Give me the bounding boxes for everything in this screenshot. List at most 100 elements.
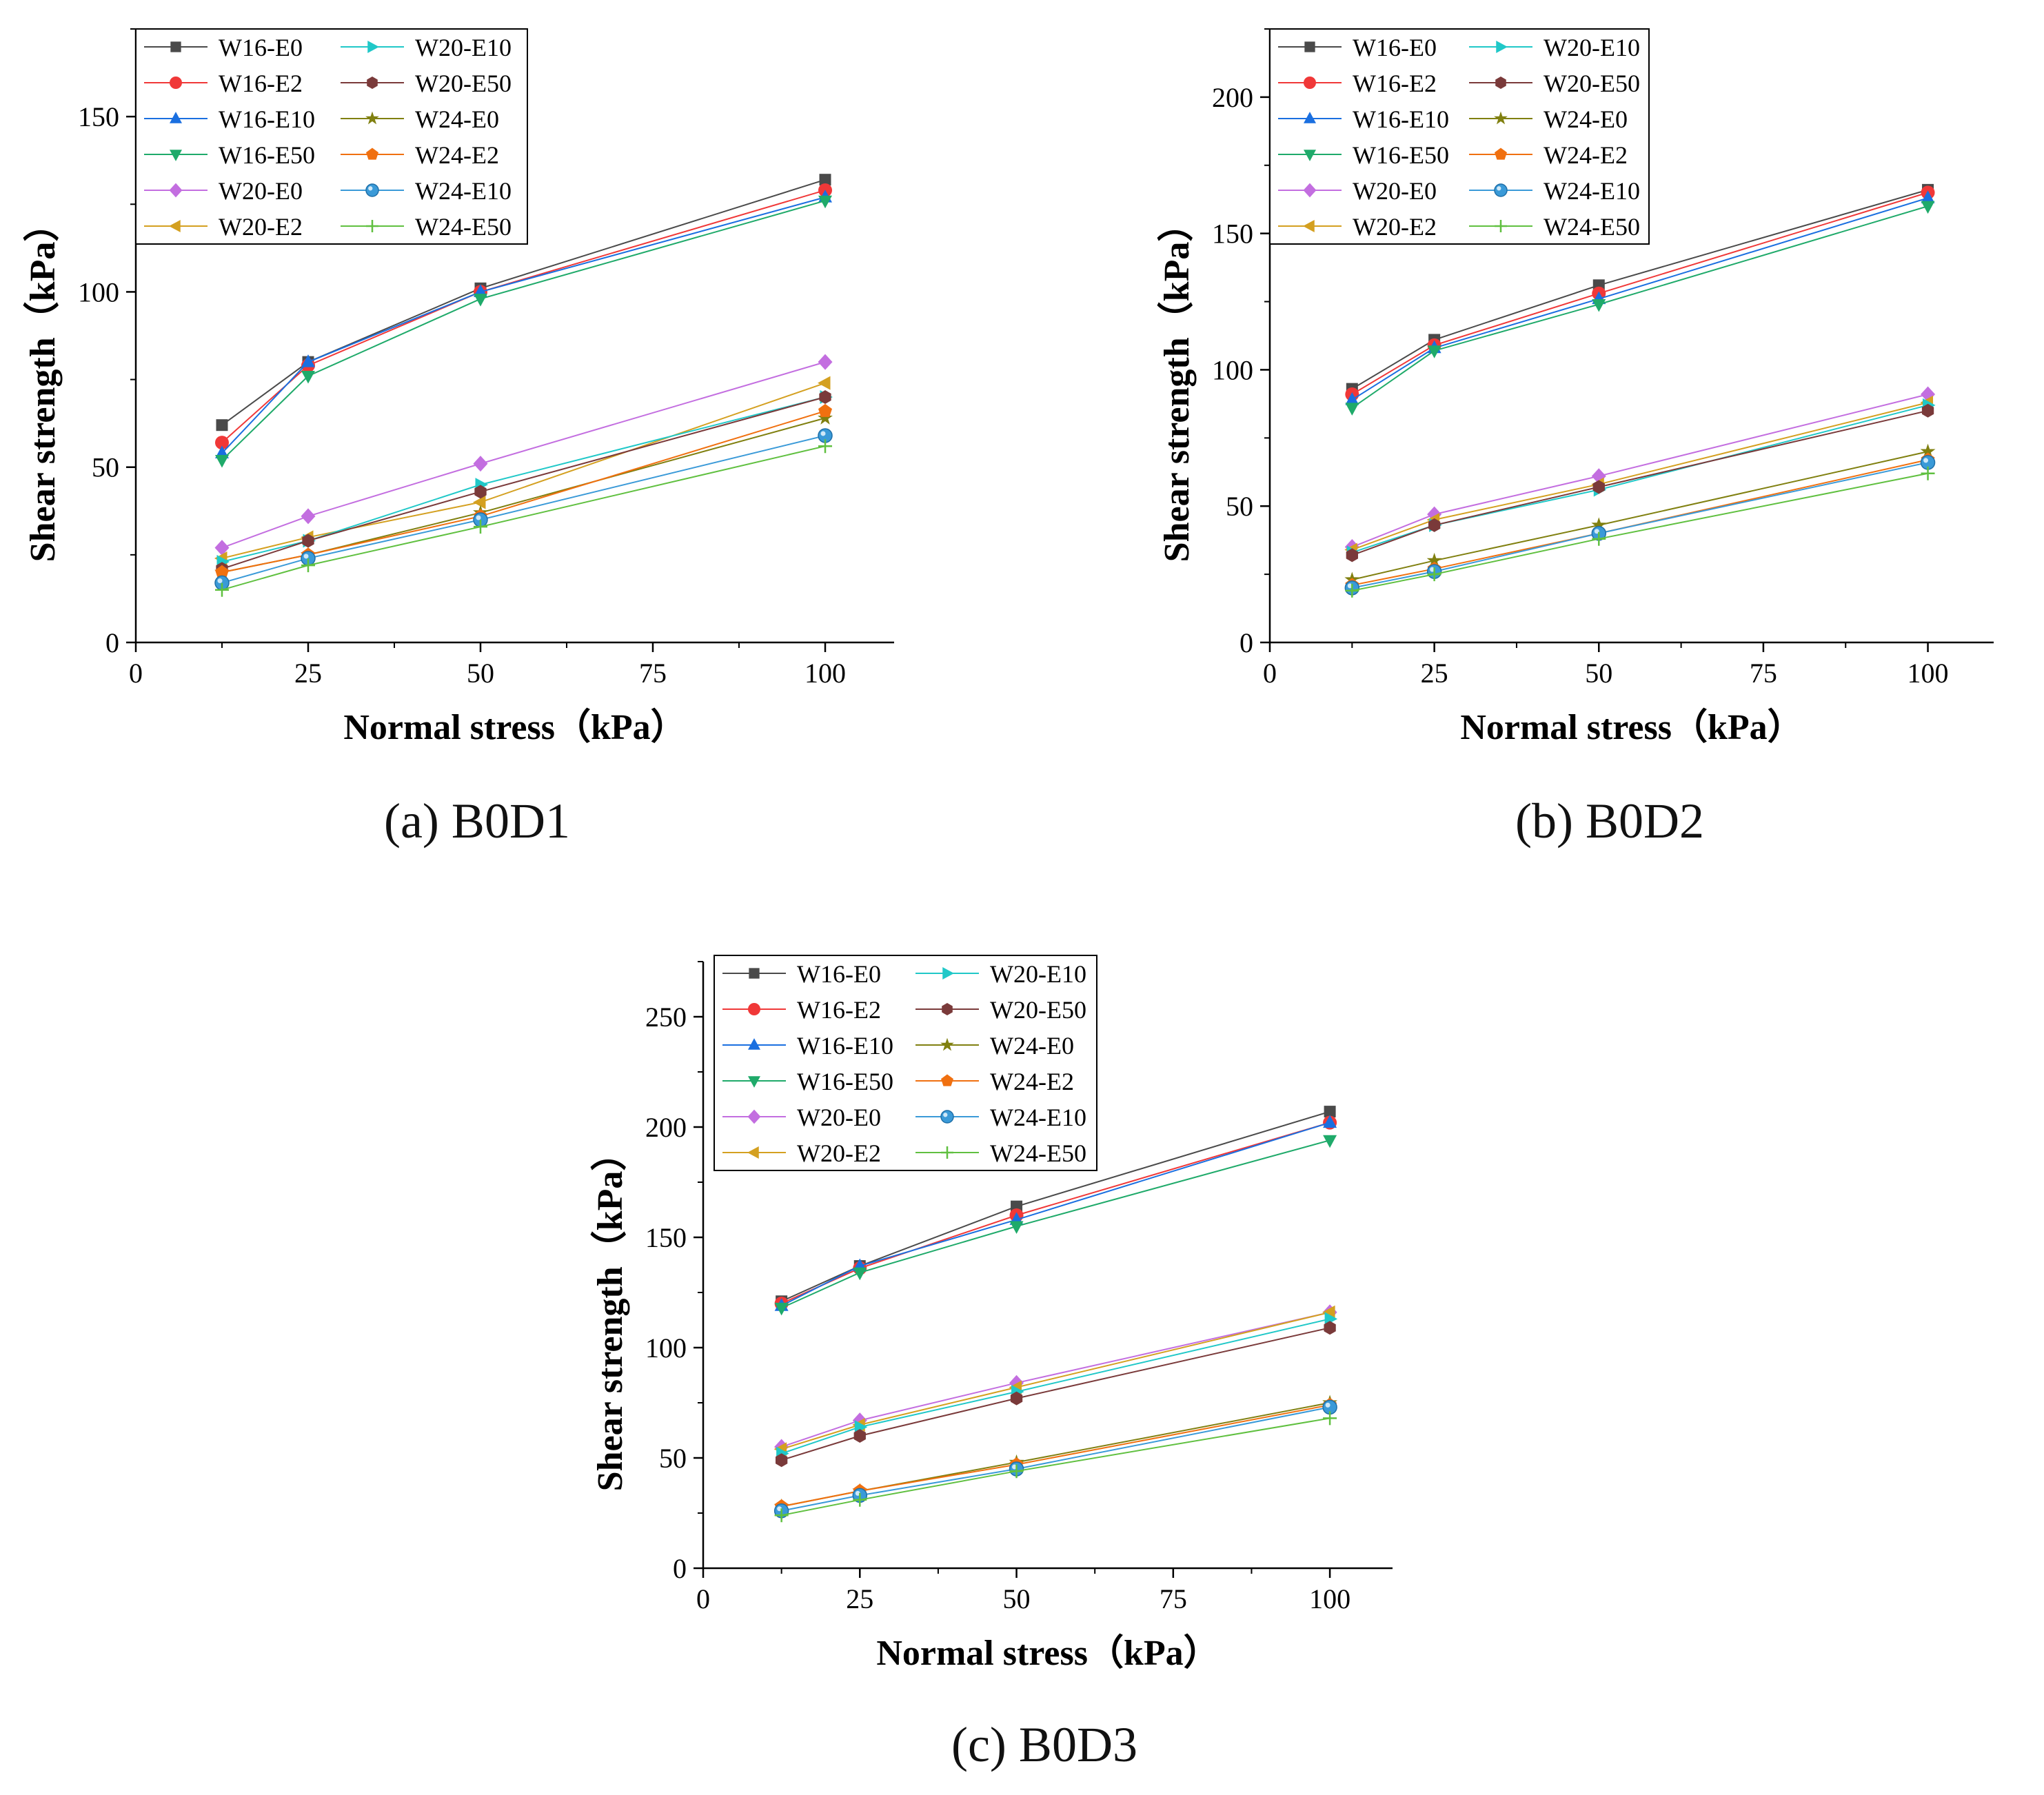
chart-c-line-w24-e10 — [781, 1406, 1330, 1512]
chart-a-legend-label: W24-E10 — [415, 177, 512, 205]
chart-c-line-w24-e2 — [781, 1404, 1330, 1508]
chart-a-point-w20-e50 — [819, 390, 831, 404]
chart-c-point-w16-e10 — [1323, 1115, 1337, 1128]
chart-b-line-w20-e50 — [1351, 409, 1928, 556]
chart-b-series-w24-e50 — [1345, 466, 1935, 598]
chart-c-legend-item-w16-e10: W16-E10 — [722, 1032, 893, 1059]
chart-b-point-w20-e50 — [1428, 518, 1441, 532]
chart-a-legend-item-w16-e2: W16-E2 — [144, 70, 303, 97]
chart-b-point-w20-e50 — [1346, 548, 1358, 562]
chart-c-legend-label: W16-E0 — [797, 960, 881, 988]
chart-a-line-w16-e2 — [221, 189, 826, 443]
chart-c-point-w16-e50 — [1009, 1221, 1024, 1234]
chart-c-line-w20-e2 — [781, 1311, 1330, 1450]
chart-b-legend-marker-w16-e50 — [1304, 150, 1316, 161]
chart-b-legend-marker-w16-e10 — [1304, 112, 1316, 123]
chart-c-y-tick-label: 100 — [645, 1332, 687, 1363]
chart-b-legend-marker-w20-e2 — [1303, 220, 1315, 232]
chart-a-point-w20-e0 — [301, 508, 316, 525]
chart-c-legend-marker-w20-e10 — [942, 967, 954, 980]
chart-b-legend-label: W16-E0 — [1353, 34, 1437, 61]
chart-a-point-w20-e2 — [818, 376, 831, 390]
chart-a-point-w16-e50 — [818, 195, 832, 209]
chart-b-x-title: Normal stress（kPa） — [1460, 707, 1803, 747]
chart-c-legend-marker-w16-e0 — [749, 968, 760, 979]
chart-b-legend-label: W24-E2 — [1544, 141, 1628, 169]
chart-b-legend-marker-w20-e50 — [1495, 77, 1506, 89]
chart-a-point-w16-e0 — [216, 419, 228, 432]
chart-b-legend-marker-w24-e50 — [1495, 220, 1507, 232]
chart-c-point-w20-e50 — [1010, 1391, 1023, 1406]
chart-c-legend-marker-w16-e2 — [748, 1003, 760, 1015]
caption-b0d3-name: B0D3 — [1018, 1717, 1137, 1772]
chart-b-x-tick-label: 0 — [1263, 658, 1277, 689]
chart-c-legend-item-w20-e10: W20-E10 — [915, 960, 1086, 988]
chart-b-legend-marker-w16-e2 — [1304, 77, 1316, 89]
chart-b-legend-box — [1269, 28, 1650, 245]
chart-c-series-w16-e50 — [774, 1135, 1337, 1316]
chart-b-line-w20-e0 — [1351, 394, 1928, 548]
chart-a-point-w20-e0 — [473, 456, 488, 472]
chart-a-legend-item-w16-e50: W16-E50 — [144, 141, 315, 169]
chart-b-legend-item-w20-e2: W20-E2 — [1278, 213, 1437, 241]
chart-c-point-w24-e50 — [853, 1492, 867, 1507]
chart-c-line-w20-e10 — [781, 1318, 1330, 1454]
chart-a-legend-label: W16-E10 — [219, 105, 315, 133]
chart-b-point-w24-e50 — [1592, 531, 1606, 546]
chart-c-x-tick-label: 25 — [846, 1583, 873, 1614]
chart-a-legend-marker-w24-e0 — [365, 111, 379, 125]
chart-a-legend-marker-w20-e50 — [367, 77, 378, 89]
chart-c-x-tick-label: 0 — [696, 1583, 710, 1614]
chart-c-legend-item-w20-e50: W20-E50 — [915, 996, 1086, 1024]
chart-a-line-w24-e10 — [221, 434, 826, 584]
chart-a-legend-item-w24-e10: W24-E10 — [341, 177, 512, 205]
chart-c-legend-marker-w20-e50 — [942, 1003, 953, 1015]
chart-c-point-w20-e0 — [852, 1412, 867, 1429]
chart-a-point-w16-e0 — [819, 174, 831, 186]
chart-c-point-w24-e50 — [774, 1508, 789, 1523]
chart-a-legend-marker-w20-e10 — [367, 41, 379, 53]
chart-a-x-title: Normal stress（kPa） — [343, 707, 686, 747]
chart-c-legend-label: W24-E2 — [990, 1068, 1074, 1095]
chart-b-legend-marker-w24-e10 — [1494, 183, 1508, 197]
chart-b-point-w16-e50 — [1592, 299, 1606, 312]
chart-b-legend-item-w20-e50: W20-E50 — [1469, 70, 1640, 97]
chart-c-legend-label: W20-E10 — [990, 960, 1086, 988]
chart-a-legend-box — [135, 28, 528, 245]
chart-b-line-w20-e10 — [1352, 404, 1928, 554]
chart-b-legend-label: W20-E0 — [1353, 177, 1437, 205]
chart-c-legend-label: W20-E0 — [797, 1104, 881, 1131]
chart-a-point-w16-e50 — [301, 370, 315, 384]
chart-b-legend-label: W20-E10 — [1544, 34, 1640, 61]
chart-b-point-w16-e50 — [1921, 201, 1935, 214]
chart-c-x-tick-label: 100 — [1309, 1583, 1350, 1614]
chart-a-legend-item-w24-e0: W24-E0 — [341, 105, 499, 133]
chart-a-legend-label: W20-E50 — [415, 70, 512, 97]
chart-a-legend-item-w16-e0: W16-E0 — [144, 34, 303, 61]
chart-b-legend-item-w24-e10: W24-E10 — [1469, 177, 1640, 205]
chart-b-legend-marker-w24-e2 — [1495, 148, 1507, 160]
chart-b-y-title: Shear strength（kPa） — [1157, 206, 1197, 562]
chart-c-point-w16-e50 — [774, 1302, 789, 1316]
chart-a-point-w24-e50 — [215, 582, 229, 597]
chart-c-legend-item-w16-e0: W16-E0 — [722, 960, 881, 988]
chart-c-legend-marker-w16-e10 — [748, 1038, 760, 1050]
chart-a-series-w20-e0 — [214, 354, 833, 556]
chart-a-legend-marker-w16-e2 — [170, 77, 182, 89]
chart-a-legend-label: W24-E50 — [415, 213, 512, 241]
chart-b-point-w20-e50 — [1592, 480, 1605, 494]
chart-c-legend-item-w24-e2: W24-E2 — [915, 1068, 1074, 1095]
chart-a-x-tick-label: 100 — [805, 658, 846, 689]
chart-b-y-tick-label: 50 — [1226, 491, 1253, 522]
chart-a-legend-marker-w24-e50 — [366, 220, 378, 232]
chart-c-x-tick-label: 50 — [1003, 1583, 1031, 1614]
chart-a-legend-item-w20-e50: W20-E50 — [341, 70, 512, 97]
chart-a-legend-label: W24-E2 — [415, 141, 499, 169]
chart-b-legend-item-w16-e0: W16-E0 — [1278, 34, 1437, 61]
chart-c-point-w16-e50 — [853, 1267, 867, 1281]
chart-b-legend-label: W20-E2 — [1353, 213, 1437, 241]
chart-a-line-w24-e2 — [221, 410, 826, 574]
chart-a-point-w16-e50 — [474, 294, 487, 307]
chart-b-point-w24-e0 — [1920, 443, 1936, 458]
